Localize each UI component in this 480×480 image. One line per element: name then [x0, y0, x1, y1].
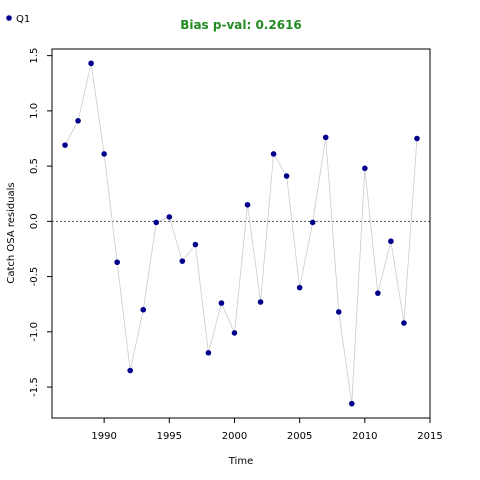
y-axis-label: Catch OSA residuals — [6, 182, 17, 283]
connector-segment — [325, 137, 340, 312]
y-tick-label: -0.5 — [29, 267, 40, 287]
x-tick-label: 2010 — [352, 431, 377, 442]
series-connector-lines — [64, 63, 418, 404]
connector-segment — [168, 216, 183, 262]
connector-segment — [312, 137, 327, 223]
data-point — [296, 284, 303, 291]
connector-segment — [351, 168, 366, 404]
data-point — [257, 299, 264, 305]
data-point — [231, 330, 238, 336]
connector-segment — [403, 138, 418, 324]
y-tick-label: -1.5 — [29, 377, 40, 397]
x-tick-label: 2000 — [222, 431, 247, 442]
connector-segment — [299, 222, 314, 288]
connector-segment — [90, 63, 105, 155]
connector-segment — [273, 153, 287, 177]
data-point — [153, 219, 160, 226]
data-point — [101, 151, 107, 157]
connector-segment — [103, 153, 118, 263]
data-point — [375, 290, 381, 296]
data-point — [218, 300, 225, 306]
data-point — [322, 134, 329, 141]
data-point — [205, 350, 212, 356]
data-point — [114, 259, 120, 266]
connector-segment — [234, 204, 248, 333]
connector-segment — [208, 303, 222, 353]
connector-segment — [77, 63, 92, 121]
y-tick-label: 0.5 — [29, 158, 40, 174]
connector-segment — [364, 168, 379, 294]
data-point — [127, 367, 134, 374]
data-point — [283, 173, 290, 179]
data-point — [388, 238, 394, 245]
connector-segment — [182, 244, 196, 262]
y-tick-label: 0.0 — [29, 213, 40, 229]
connector-segment — [194, 244, 209, 353]
x-tick-label: 2015 — [417, 431, 442, 442]
chart-title: Bias p-val: 0.2616 — [180, 18, 302, 32]
plot-area-frame — [51, 48, 431, 419]
data-point — [362, 165, 368, 172]
legend-label-q1: Q1 — [16, 14, 30, 25]
data-point — [270, 151, 277, 157]
y-axis: -1.5 -1.0 -0.5 0.0 0.5 1.0 1.5 — [29, 48, 52, 397]
data-point — [244, 201, 251, 208]
x-tick-label: 1995 — [157, 431, 182, 442]
y-tick-label: 1.5 — [29, 48, 40, 64]
x-axis-label: Time — [228, 456, 253, 467]
connector-segment — [142, 222, 157, 310]
connector-segment — [260, 153, 274, 303]
connector-segment — [338, 311, 353, 404]
legend-marker-q1 — [6, 15, 12, 21]
connector-segment — [377, 241, 392, 294]
connector-segment — [116, 262, 131, 371]
connector-segment — [129, 309, 144, 371]
data-point — [348, 400, 355, 407]
data-point — [192, 241, 199, 248]
connector-segment — [286, 176, 301, 288]
data-point — [62, 142, 68, 148]
data-point — [309, 219, 316, 226]
y-tick-label: 1.0 — [29, 103, 40, 119]
data-point — [166, 214, 173, 220]
x-axis: 1990 1995 2000 2005 2010 2015 — [91, 418, 443, 442]
connector-segment — [247, 204, 261, 303]
y-tick-label: -1.0 — [29, 322, 40, 342]
data-point — [401, 320, 407, 326]
data-point — [414, 135, 420, 142]
x-tick-label: 2005 — [287, 431, 312, 442]
connector-segment — [64, 120, 79, 146]
connector-segment — [390, 241, 405, 324]
data-points — [62, 60, 420, 407]
data-point — [75, 118, 81, 124]
connector-segment — [221, 302, 235, 334]
data-point — [88, 60, 94, 67]
data-point — [140, 306, 147, 313]
data-point — [335, 309, 342, 315]
legend: Q1 — [6, 14, 30, 25]
x-tick-label: 1990 — [91, 431, 116, 442]
data-point — [179, 258, 186, 264]
